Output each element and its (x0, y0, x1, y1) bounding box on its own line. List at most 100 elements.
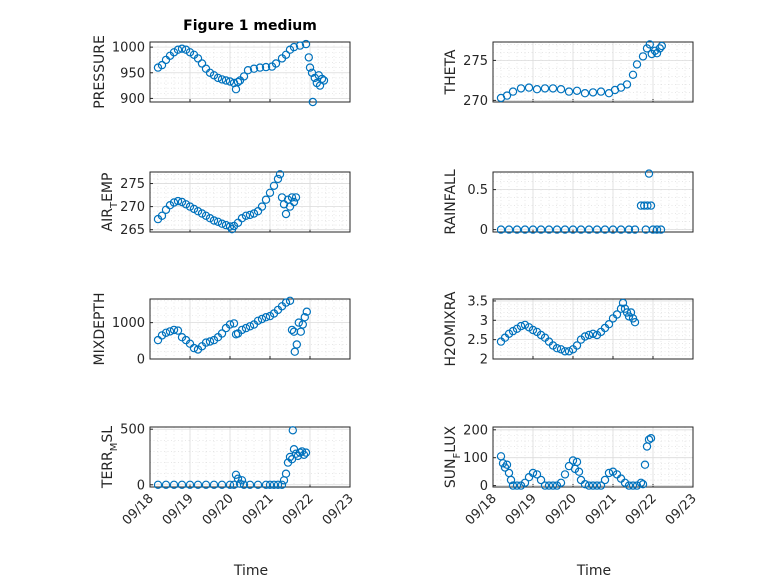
data-point (292, 340, 301, 349)
data-point (556, 345, 566, 354)
data-point (508, 87, 518, 96)
data-point (572, 86, 582, 96)
data-point (213, 73, 223, 83)
data-point (536, 225, 546, 234)
y-tick-label: 275 (463, 54, 488, 69)
data-point (574, 467, 584, 476)
data-point (221, 220, 231, 230)
data-point (584, 225, 594, 234)
y-axis-label: RAINFALL (443, 169, 459, 234)
y-tick-label: 0 (480, 223, 488, 238)
data-point (229, 480, 239, 489)
data-point (560, 470, 570, 479)
data-point (643, 201, 652, 210)
data-point (646, 201, 656, 210)
y-tick-label: 3 (480, 314, 488, 329)
data-point (308, 97, 317, 107)
data-point (652, 225, 662, 234)
data-point (185, 480, 195, 489)
data-point (508, 481, 518, 490)
data-point (265, 480, 275, 489)
data-point (520, 478, 530, 487)
data-point (269, 181, 279, 190)
y-tick-label: 0 (480, 479, 488, 494)
x-tick-label: 09/23 (320, 491, 357, 528)
data-point (592, 481, 602, 490)
data-point (560, 225, 570, 234)
data-point (281, 298, 291, 307)
data-point (177, 480, 187, 489)
data-point (630, 225, 640, 234)
y-axis-label: MIXDEPTH (92, 293, 108, 366)
data-point (588, 481, 598, 490)
data-point (177, 44, 187, 53)
data-point (572, 341, 582, 350)
y-tick-label: 1000 (112, 41, 145, 56)
x-tick-label: 09/18 (463, 491, 500, 528)
data-point (592, 225, 602, 234)
data-point (291, 193, 301, 202)
data-point (528, 225, 538, 234)
data-point (213, 217, 223, 226)
data-point (504, 225, 514, 234)
data-point (552, 344, 562, 353)
data-point (261, 313, 271, 322)
data-point (568, 456, 578, 465)
y-axis-label: H2OMIXRA (443, 291, 459, 366)
x-tick-label: 09/19 (503, 491, 540, 528)
y-tick-label: 900 (120, 92, 145, 107)
data-point (304, 53, 313, 62)
data-point (616, 225, 626, 234)
data-point (524, 83, 534, 92)
data-point (544, 225, 554, 234)
data-point (231, 470, 241, 479)
data-point (225, 480, 235, 489)
data-point (205, 337, 215, 346)
data-point (560, 347, 570, 356)
data-point (572, 457, 582, 467)
axes-box (492, 41, 694, 103)
data-point (498, 459, 508, 468)
data-point (508, 326, 518, 336)
data-point (624, 481, 634, 490)
data-point (157, 60, 167, 70)
data-point (193, 480, 203, 489)
x-tick-label: 09/23 (663, 491, 700, 528)
data-point (588, 88, 598, 97)
data-point (600, 475, 610, 485)
data-point (317, 74, 327, 84)
data-point (516, 321, 526, 331)
y-tick-label: 1000 (112, 316, 145, 331)
data-point (506, 475, 516, 485)
data-point (153, 480, 163, 489)
subplot-sun_flux: 0 100 200 09/18 09/19 09/20 09/21 09/22 09/23 SUN… (443, 423, 700, 528)
data-point (197, 209, 207, 218)
subplot-pressure: 900 950 1000 PRESSURE (92, 35, 351, 109)
data-point (626, 308, 636, 317)
data-point (655, 44, 665, 53)
data-point (584, 481, 594, 490)
y-axis-label: AIRTEMP (100, 173, 120, 232)
data-point (253, 480, 263, 489)
data-point (165, 327, 175, 336)
x-axis-title-left: Time (233, 563, 268, 579)
data-point (630, 318, 640, 327)
data-point (638, 480, 648, 489)
data-point (616, 304, 626, 313)
data-point (657, 41, 667, 51)
y-tick-label: 2.5 (467, 333, 488, 348)
data-point (532, 470, 542, 479)
axes-box (149, 426, 351, 488)
data-point (197, 59, 207, 68)
data-point (217, 480, 227, 489)
data-point (217, 329, 227, 338)
data-point (161, 480, 171, 489)
data-point (193, 206, 203, 216)
y-axis-label: TERRMSL (100, 426, 120, 489)
data-point (588, 329, 598, 338)
data-point (301, 39, 311, 49)
figure-title: Figure 1 medium (183, 18, 317, 34)
data-point (257, 202, 267, 211)
data-point (249, 64, 259, 73)
